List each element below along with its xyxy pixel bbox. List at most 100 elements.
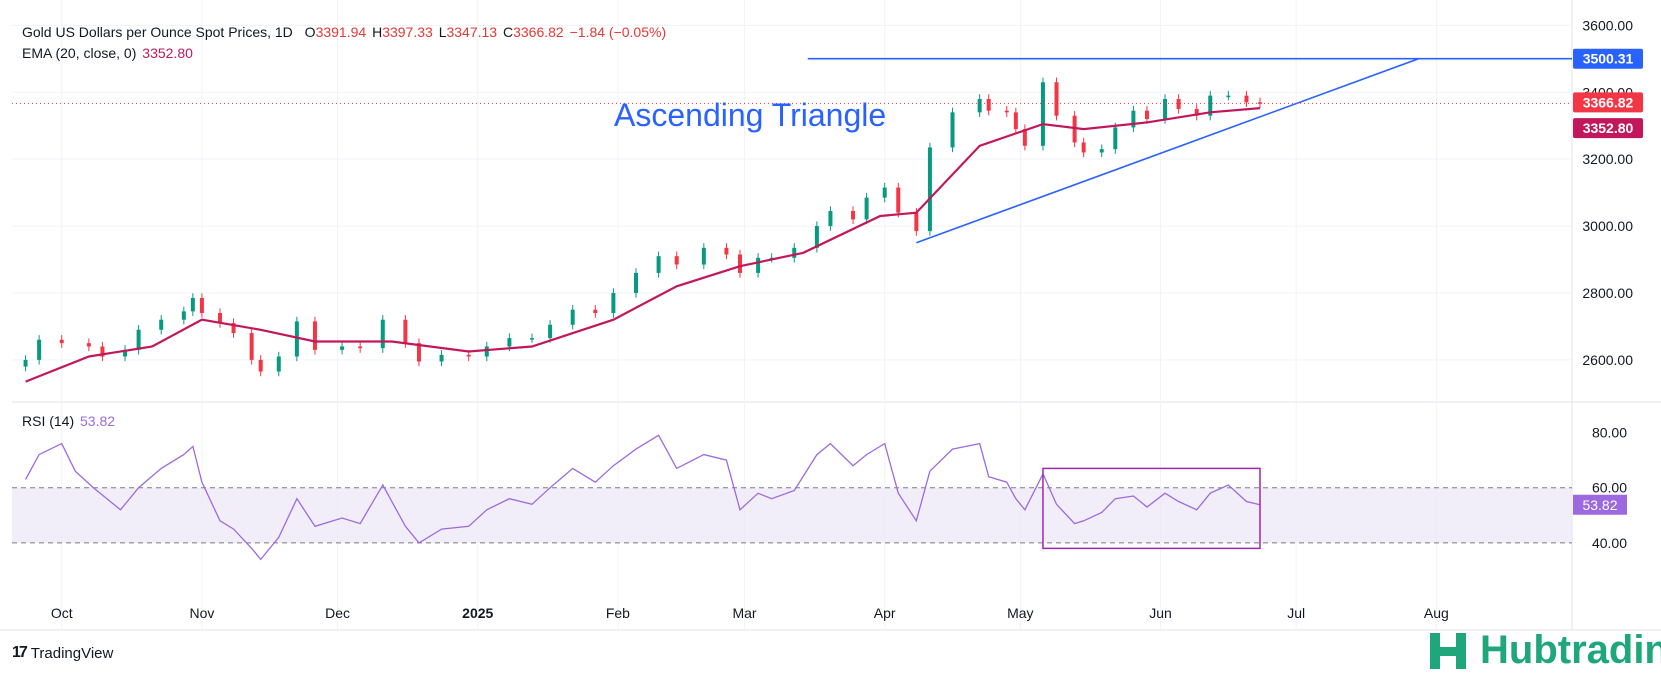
price-legend: Gold US Dollars per Ounce Spot Prices, 1… (22, 24, 668, 40)
time-tick-label: Nov (189, 605, 214, 621)
support-trendline (916, 58, 1419, 244)
candle-body (548, 324, 553, 339)
ema-value: 3352.80 (142, 45, 193, 61)
price-tick-label: 2600.00 (1582, 352, 1633, 368)
candle-body (977, 98, 982, 113)
candle-body (1226, 95, 1231, 98)
rsi-highlight-box (1042, 467, 1261, 550)
rsi-band (12, 487, 1572, 543)
candle-body (340, 346, 345, 350)
rsi-tick-label: 60.00 (1592, 480, 1627, 496)
candle-body (634, 272, 638, 293)
candle-body (59, 339, 64, 344)
candle-body (1054, 82, 1059, 116)
candle-body (724, 247, 729, 255)
candle-body (1144, 110, 1149, 120)
candle-body (249, 333, 254, 360)
candle-body (1040, 82, 1045, 146)
rsi-last-badge (1573, 494, 1627, 515)
candle-body (756, 257, 761, 273)
hubtrading-text: Hubtrading (1480, 628, 1661, 672)
candle-body (882, 187, 887, 198)
candle-body (1163, 98, 1168, 120)
candle-body (380, 319, 385, 349)
candle-body (1176, 98, 1181, 109)
candle-body (674, 256, 679, 265)
tradingview-text: TradingView (30, 644, 114, 662)
candle-body (814, 226, 819, 248)
candle-body (507, 338, 512, 347)
price-tick-label: 3600.00 (1582, 17, 1633, 33)
candle-body (416, 343, 421, 362)
candle-body (530, 338, 534, 340)
time-tick-label: Apr (874, 605, 896, 621)
candle-body (1208, 95, 1213, 116)
close-value: 3366.82 (513, 24, 564, 40)
candle-body (466, 354, 471, 357)
time-tick-label: Feb (606, 605, 630, 621)
candle-body (199, 297, 204, 314)
candle-body (23, 359, 28, 367)
candle-body (1131, 110, 1136, 128)
time-tick-label: Aug (1424, 605, 1449, 621)
candle-body (1013, 112, 1018, 130)
candle-body (312, 321, 317, 350)
ema-last-badge (1573, 118, 1643, 139)
candle-body (258, 359, 263, 372)
candle-body (896, 187, 901, 213)
tradingview-icon: 17 (12, 644, 28, 661)
low-label: L (438, 24, 447, 40)
time-tick-label: Mar (732, 605, 756, 621)
rsi-label: RSI (14) (22, 413, 75, 429)
candle-body (276, 356, 281, 372)
candle-body (914, 212, 919, 232)
candle-body (86, 343, 91, 347)
high-value: 3397.33 (382, 24, 433, 40)
ema-legend: EMA (20, close, 0) 3352.80 (22, 45, 195, 61)
candle-body (1099, 149, 1104, 153)
candle-body (738, 254, 742, 273)
time-tick-label: Oct (51, 605, 73, 621)
candle-body (136, 329, 141, 350)
axes: 2600.002800.003000.003200.003400.003600.… (51, 17, 1643, 621)
time-tick-label: Jul (1287, 605, 1305, 621)
candle-body (1194, 109, 1199, 116)
candle-body (593, 309, 598, 314)
open-label: O (304, 24, 316, 40)
last-close-badge (1573, 92, 1643, 113)
candle-body (37, 339, 42, 360)
candle-body (190, 297, 195, 312)
candle-body (181, 311, 186, 320)
low-value: 3347.13 (446, 24, 498, 40)
candle-body (950, 112, 955, 148)
candle-body (218, 313, 222, 324)
candle-body (403, 319, 408, 344)
candle-body (986, 98, 991, 111)
rsi-last-value: 53.82 (1582, 497, 1617, 513)
candle-body (231, 323, 236, 334)
time-tick-label: Jun (1149, 605, 1172, 621)
time-tick-label: 2025 (462, 605, 493, 621)
candle-body (484, 346, 489, 357)
change-value: −1.84 (−0.05%) (569, 24, 667, 40)
open-value: 3391.94 (315, 24, 367, 40)
price-tick-label: 3200.00 (1582, 151, 1633, 167)
tradingview-logo[interactable]: 17 TradingView (12, 644, 113, 662)
time-tick-label: May (1007, 605, 1033, 621)
rsi-line (25, 434, 1261, 561)
candle-body (1244, 95, 1249, 103)
ema-last-value: 3352.80 (1583, 120, 1634, 136)
pattern-annotation: Ascending Triangle (614, 97, 886, 133)
resistance-badge (1573, 48, 1643, 69)
candle-body (123, 349, 128, 357)
ema-label: EMA (20, close, 0) (22, 45, 137, 61)
candle-body (1004, 110, 1009, 113)
price-tick-label: 2800.00 (1582, 285, 1633, 301)
rsi-value: 53.82 (80, 413, 116, 429)
candle-body (439, 354, 444, 362)
price-tick-label: 3000.00 (1582, 218, 1633, 234)
rsi-legend: RSI (14) 53.82 (22, 413, 117, 429)
candle-body (828, 211, 833, 227)
candle-body (792, 247, 797, 258)
